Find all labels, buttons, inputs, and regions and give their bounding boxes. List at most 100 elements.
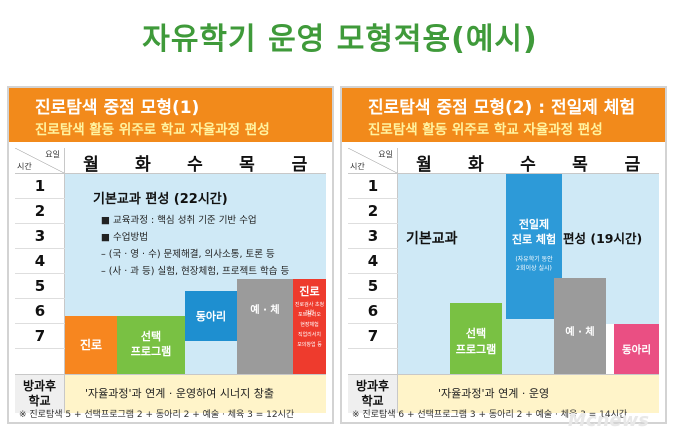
after-school-label: 방과후 학교	[348, 375, 398, 413]
day-name: 수	[520, 155, 536, 175]
period-column: 1 2 3 4 5 6 7	[348, 174, 398, 374]
right-timetable: 요일 시간 월 화 수 목 금 1 2 3 4 5 6 7 기본교과 편성 (1…	[348, 148, 659, 374]
period-5: 5	[348, 274, 398, 299]
right-panel-subtitle: 진로탐색 활동 위주로 학교 자율과정 편성	[368, 122, 603, 138]
fullday-label-1: 전일제	[518, 218, 550, 231]
arts-block: 예 · 체	[237, 279, 293, 374]
career-detail-1: 진로검사 초청강연	[294, 302, 325, 316]
fullday-note-1: (자유학기 동안	[515, 256, 553, 263]
day-header-fri: 금	[273, 148, 326, 175]
elective-label-2: 프로그램	[130, 345, 172, 358]
period-7: 7	[348, 324, 398, 349]
after-school-label: 방과후 학교	[15, 375, 65, 413]
day-label: 요일	[378, 150, 393, 159]
time-label: 시간	[17, 162, 32, 171]
day-name: 화	[468, 155, 484, 175]
career-block: 진로	[65, 316, 117, 374]
period-5: 5	[15, 274, 65, 299]
career-detail-2: 포트폴리오	[297, 312, 321, 318]
fullday-note-2: 2회이상 실시)	[516, 265, 552, 272]
career-detail-5: 모의창업 등	[297, 342, 322, 348]
elective-label-2: 프로그램	[455, 343, 497, 356]
elective-program-block: 선택 프로그램	[450, 303, 502, 374]
day-name: 금	[624, 155, 641, 175]
career-detail-label: 진로	[299, 285, 320, 298]
period-1: 1	[15, 174, 65, 199]
compose-label: 편성 (19시간)	[563, 231, 643, 246]
fullday-label-2: 진로 체험	[511, 233, 557, 246]
day-header-mon: 월	[398, 148, 450, 175]
day-name: 수	[187, 155, 203, 175]
basic-line-2: ■ 수업방법	[101, 232, 148, 243]
time-label: 시간	[350, 162, 365, 171]
page-title: 자유학기 운영 모형적용(예시)	[142, 22, 538, 57]
period-4: 4	[15, 249, 65, 274]
right-panel: 진로탐색 중점 모형(2) : 전일제 체험 진로탐색 활동 위주로 학교 자율…	[340, 86, 667, 424]
day-header-wed: 수	[169, 148, 221, 175]
right-after-school-row: 방과후 학교 '자율과정'과 연계 · 운영	[348, 374, 659, 413]
period-3: 3	[15, 224, 65, 249]
timetable-corner: 요일 시간	[15, 148, 65, 174]
basic-curriculum-block-lower	[398, 324, 450, 374]
basic-line-1: ■ 교육과정 : 핵심 성취 기준 기반 수업	[101, 215, 257, 226]
left-timetable: 요일 시간 월 화 수 목 금 1 2 3 4 5 6 7 기본교과 편성 (2…	[15, 148, 326, 374]
period-6: 6	[348, 299, 398, 324]
left-after-school-row: 방과후 학교 '자율과정'과 연계 · 운영하여 시너지 창출	[15, 374, 326, 413]
club-label: 동아리	[622, 344, 651, 356]
left-panel-header: 진로탐색 중점 모형(1) 진로탐색 활동 위주로 학교 자율과정 편성	[9, 88, 332, 142]
period-2: 2	[348, 199, 398, 224]
elective-label-1: 선택	[140, 330, 162, 343]
basic-line-4: – (사 · 과 등) 실험, 현장체험, 프로젝트 학습 등	[101, 266, 290, 277]
day-name: 월	[83, 155, 99, 175]
arts-label: 예 · 체	[250, 305, 280, 316]
day-name: 금	[291, 155, 308, 175]
day-header-thu: 목	[221, 148, 273, 175]
after-school-label-2: 학교	[28, 394, 51, 408]
basic-curriculum-block-lower2	[185, 279, 237, 291]
period-6: 6	[15, 299, 65, 324]
arts-label: 예 · 체	[565, 327, 595, 338]
after-school-label-2: 학교	[361, 394, 384, 408]
period-7: 7	[15, 324, 65, 349]
basic-curriculum-label: 기본교과	[406, 231, 458, 247]
club-block: 동아리	[614, 324, 659, 374]
basic-line-3: – (국 · 영 · 수) 문제해결, 의사소통, 토론 등	[101, 249, 275, 260]
club-label: 동아리	[195, 310, 227, 323]
left-footnote: ※ 진로탐색 5 + 선택프로그램 2 + 동아리 2 + 예술 · 체육 3 …	[19, 410, 295, 420]
club-below-space	[185, 341, 237, 374]
fullday-experience-block: 전일제 진로 체험 (자유학기 동안 2회이상 실시)	[506, 174, 562, 319]
basic-curriculum-block-lower	[65, 279, 185, 316]
career-detail-4: 직업리서치	[297, 332, 321, 338]
day-label: 요일	[45, 150, 60, 159]
career-detail-block: 진로 진로검사 초청강연 포트폴리오 현장체험 직업리서치 모의창업 등	[293, 279, 326, 374]
right-panel-title: 진로탐색 중점 모형(2) : 전일제 체험	[368, 98, 636, 118]
right-after-school-text: '자율과정'과 연계 · 운영	[398, 375, 659, 413]
left-panel-subtitle: 진로탐색 활동 위주로 학교 자율과정 편성	[35, 122, 270, 138]
day-name: 목	[239, 155, 255, 175]
period-1: 1	[348, 174, 398, 199]
timetable-corner: 요일 시간	[348, 148, 398, 174]
period-2: 2	[15, 199, 65, 224]
day-header-mon: 월	[65, 148, 117, 175]
period-column: 1 2 3 4 5 6 7	[15, 174, 65, 374]
day-header-thu: 목	[554, 148, 606, 175]
day-header-tue: 화	[117, 148, 169, 175]
right-footnote: ※ 진로탐색 6 + 선택프로그램 3 + 동아리 2 + 예술 · 체육 3 …	[352, 410, 628, 420]
after-school-label-1: 방과후	[355, 379, 390, 393]
career-label: 진로	[79, 338, 103, 352]
left-panel-title: 진로탐색 중점 모형(1)	[35, 98, 200, 118]
after-school-label-1: 방과후	[22, 379, 57, 393]
watermark-logo: Mcnews	[568, 410, 649, 431]
day-name: 화	[135, 155, 151, 175]
day-header-tue: 화	[450, 148, 502, 175]
day-name: 목	[572, 155, 588, 175]
left-panel: 진로탐색 중점 모형(1) 진로탐색 활동 위주로 학교 자율과정 편성 요일 …	[7, 86, 334, 424]
club-block: 동아리	[185, 291, 237, 341]
period-3: 3	[348, 224, 398, 249]
basic-curriculum-title: 기본교과 편성 (22시간)	[93, 192, 228, 207]
wed-lower-space	[502, 319, 562, 374]
basic-curriculum-block	[65, 174, 326, 279]
period-4: 4	[348, 249, 398, 274]
elective-label-1: 선택	[465, 327, 487, 340]
arts-block: 예 · 체	[554, 278, 606, 374]
